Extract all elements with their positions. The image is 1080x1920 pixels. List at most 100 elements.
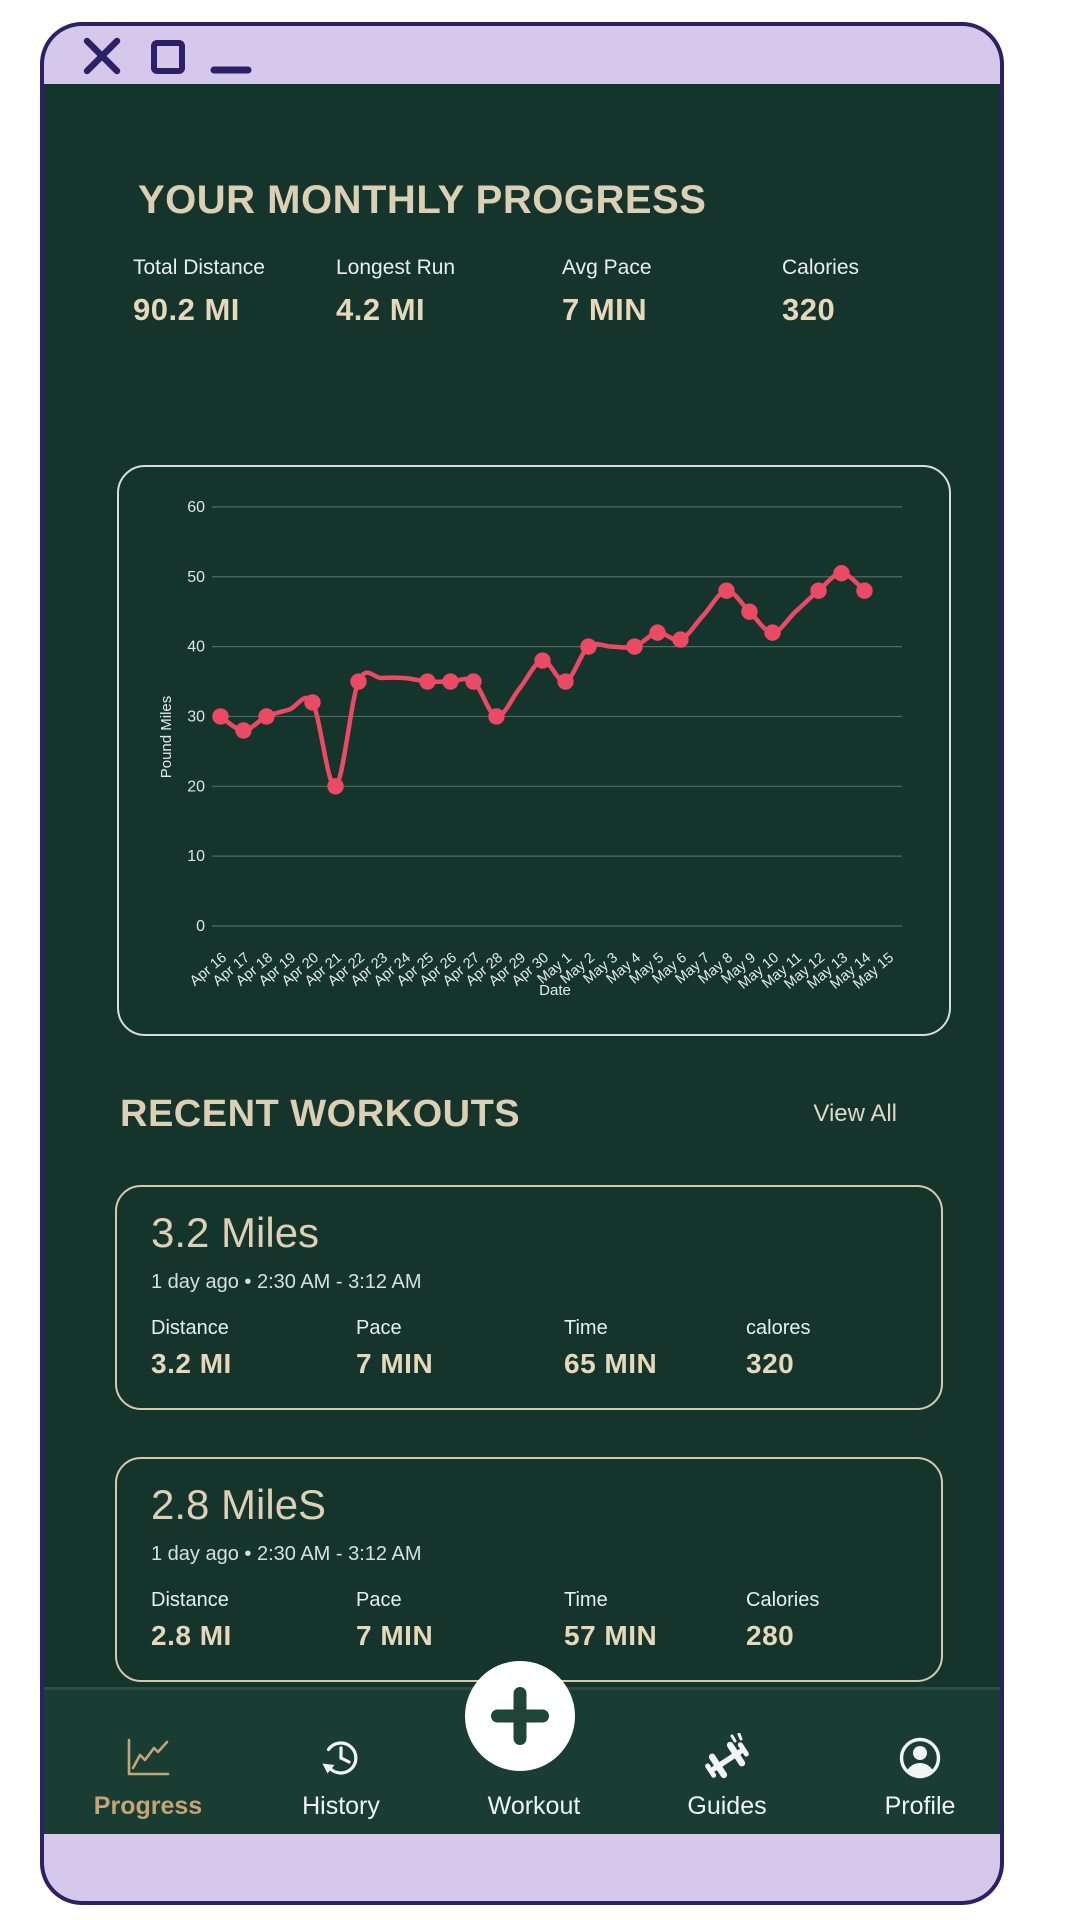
maximize-icon[interactable] bbox=[151, 40, 185, 74]
x-axis-title: Date bbox=[539, 982, 571, 999]
summary-stat-total-distance: Total Distance 90.2 MI bbox=[133, 256, 265, 328]
summary-stat-calories: Calories 320 bbox=[782, 256, 859, 328]
nav-item-workout[interactable]: Workout bbox=[449, 1690, 619, 1837]
stat-label: Avg Pace bbox=[562, 256, 652, 279]
line-chart-icon bbox=[63, 1732, 233, 1784]
data-point bbox=[810, 582, 827, 599]
data-point bbox=[258, 708, 275, 725]
stat-value: 2.8 MI bbox=[151, 1620, 232, 1651]
data-point bbox=[833, 565, 850, 582]
stat-label: Pace bbox=[356, 1589, 402, 1611]
stat-value: 3.2 MI bbox=[151, 1348, 232, 1379]
workout-stat-distance: Distance 3.2 MI bbox=[151, 1317, 232, 1380]
data-point bbox=[672, 631, 689, 648]
data-point bbox=[442, 673, 459, 690]
stat-label: Total Distance bbox=[133, 256, 265, 279]
nav-item-profile[interactable]: Profile bbox=[835, 1690, 1000, 1837]
data-point bbox=[327, 778, 344, 795]
stat-value: 320 bbox=[746, 1348, 795, 1379]
progress-chart-card: 0 10 20 30 40 50 60 Pound Miles Apr 16 Apr 17 Apr … bbox=[117, 465, 951, 1036]
nav-item-guides[interactable]: Guides bbox=[642, 1690, 812, 1837]
stat-label: Longest Run bbox=[336, 256, 456, 279]
data-point bbox=[488, 708, 505, 725]
workout-title: 3.2 Miles bbox=[151, 1209, 320, 1256]
data-point bbox=[235, 722, 252, 739]
workout-card[interactable]: 2.8 MileS 1 day ago • 2:30 AM - 3:12 AM Di… bbox=[115, 1457, 943, 1682]
data-point bbox=[626, 638, 643, 655]
view-all-link[interactable]: View All bbox=[813, 1100, 897, 1127]
stat-label: Time bbox=[564, 1589, 608, 1611]
workout-meta: 1 day ago • 2:30 AM - 3:12 AM bbox=[151, 1543, 422, 1565]
stat-label: calores bbox=[746, 1317, 811, 1339]
data-point bbox=[212, 708, 229, 725]
summary-stat-avg-pace: Avg Pace 7 MIN bbox=[562, 256, 652, 328]
workout-title: 2.8 MileS bbox=[151, 1481, 327, 1528]
workout-stat-calores: calores 320 bbox=[746, 1317, 810, 1380]
stat-value: 7 MIN bbox=[356, 1620, 434, 1651]
stat-value: 57 MIN bbox=[564, 1620, 658, 1651]
y-tick-label: 30 bbox=[187, 708, 205, 725]
workout-stat-time: Time 57 MIN bbox=[564, 1589, 657, 1652]
data-point bbox=[350, 673, 367, 690]
stat-label: Calories bbox=[746, 1589, 820, 1611]
nav-label: History bbox=[302, 1792, 380, 1820]
plus-icon bbox=[491, 1687, 549, 1745]
nav-label: Guides bbox=[687, 1792, 767, 1820]
y-tick-label: 20 bbox=[187, 778, 205, 795]
stat-value: 4.2 MI bbox=[336, 292, 426, 327]
data-point bbox=[465, 673, 482, 690]
y-tick-label: 60 bbox=[187, 499, 205, 516]
stat-value: 90.2 MI bbox=[133, 292, 240, 327]
data-point bbox=[419, 673, 436, 690]
workout-stat-time: Time 65 MIN bbox=[564, 1317, 657, 1380]
stat-value: 280 bbox=[746, 1620, 795, 1651]
data-point bbox=[304, 694, 321, 711]
workout-meta: 1 day ago • 2:30 AM - 3:12 AM bbox=[151, 1271, 422, 1293]
y-tick-label: 40 bbox=[187, 639, 205, 656]
summary-stat-longest-run: Longest Run 4.2 MI bbox=[336, 256, 455, 328]
nav-item-progress[interactable]: Progress bbox=[63, 1690, 233, 1837]
stat-label: Time bbox=[564, 1317, 608, 1339]
data-point bbox=[741, 603, 758, 620]
data-point bbox=[718, 582, 735, 599]
data-point bbox=[534, 652, 551, 669]
stat-value: 7 MIN bbox=[356, 1348, 434, 1379]
workout-stat-pace: Pace 7 MIN bbox=[356, 1317, 433, 1380]
close-icon[interactable] bbox=[83, 37, 121, 75]
nav-label: Profile bbox=[884, 1792, 956, 1820]
nav-label: Progress bbox=[93, 1792, 203, 1820]
y-tick-label: 50 bbox=[187, 569, 205, 586]
history-clock-icon bbox=[256, 1732, 426, 1784]
window-titlebar bbox=[44, 26, 1000, 84]
add-workout-fab[interactable] bbox=[465, 1661, 575, 1771]
stat-label: Distance bbox=[151, 1589, 229, 1611]
page-title: YOUR MONTHLY PROGRESS bbox=[138, 178, 707, 222]
stat-label: Distance bbox=[151, 1317, 229, 1339]
y-tick-label: 10 bbox=[187, 848, 205, 865]
stat-value: 320 bbox=[782, 292, 836, 327]
app-window: YOUR MONTHLY PROGRESS Total Distance 90.2… bbox=[40, 22, 1004, 1905]
window-footer-band bbox=[44, 1834, 1000, 1901]
stat-label: Pace bbox=[356, 1317, 402, 1339]
stat-label: Calories bbox=[782, 256, 860, 279]
workout-card[interactable]: 3.2 Miles 1 day ago • 2:30 AM - 3:12 AM Di… bbox=[115, 1185, 943, 1410]
dumbbell-icon bbox=[642, 1732, 812, 1784]
workout-stat-distance: Distance 2.8 MI bbox=[151, 1589, 232, 1652]
data-line bbox=[218, 571, 867, 789]
person-circle-icon bbox=[835, 1732, 1000, 1784]
workout-stat-calories: Calories 280 bbox=[746, 1589, 819, 1652]
workout-stat-pace: Pace 7 MIN bbox=[356, 1589, 433, 1652]
data-point bbox=[557, 673, 574, 690]
data-point bbox=[649, 624, 666, 641]
nav-item-history[interactable]: History bbox=[256, 1690, 426, 1837]
data-point bbox=[856, 582, 873, 599]
y-axis-title: Pound Miles bbox=[158, 696, 175, 779]
data-point bbox=[580, 638, 597, 655]
data-point bbox=[764, 624, 781, 641]
stat-value: 7 MIN bbox=[562, 292, 648, 327]
nav-label: Workout bbox=[487, 1792, 581, 1820]
y-tick-label: 0 bbox=[196, 918, 205, 935]
recent-workouts-title: RECENT WORKOUTS bbox=[120, 1093, 521, 1135]
stat-value: 65 MIN bbox=[564, 1348, 658, 1379]
